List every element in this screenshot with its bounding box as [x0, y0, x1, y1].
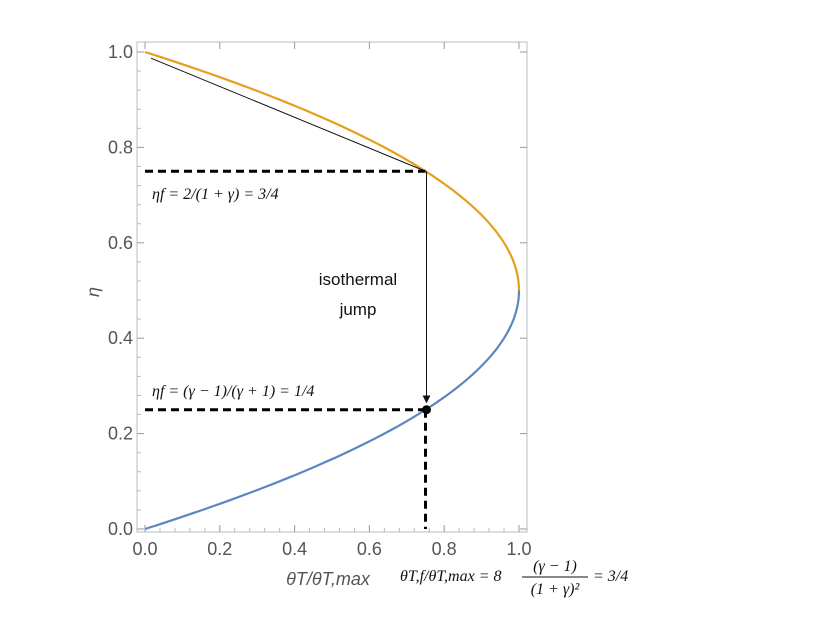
- y-tick-label: 1.0: [108, 42, 133, 62]
- plot-frame: [136, 41, 528, 533]
- axis-ticks: [137, 42, 527, 532]
- x-tick-label: 0.6: [357, 539, 382, 559]
- x-tick-label: 0.8: [432, 539, 457, 559]
- theta-label-left: θT,f/θT,max = 8: [400, 568, 501, 585]
- x-tick-label: 0.0: [132, 539, 157, 559]
- tangent-line: [150, 57, 426, 172]
- x-tick-label: 1.0: [506, 539, 531, 559]
- eta-lower-label: ηf = (γ − 1)/(γ + 1) = 1/4: [152, 383, 314, 400]
- y-tick-label: 0.4: [108, 328, 133, 348]
- x-tick-label: 0.4: [282, 539, 307, 559]
- y-tick-label: 0.8: [108, 137, 133, 157]
- isothermal-jump-label: isothermal: [319, 270, 397, 289]
- y-tick-label: 0.6: [108, 233, 133, 253]
- y-tick-label: 0.2: [108, 424, 133, 444]
- eta-upper-label: ηf = 2/(1 + γ) = 3/4: [152, 186, 279, 203]
- annotations-group: isothermal jump ηf = 2/(1 + γ) = 3/4 ηf = (…: [145, 57, 628, 598]
- series-group: [144, 50, 521, 531]
- x-tick-label: 0.2: [207, 539, 232, 559]
- y-tick-label: 0.0: [108, 519, 133, 539]
- axis-tick-labels: 0.0 0.2 0.4 0.6 0.8 1.0 0.0 0.2 0.4 0.6 0.8 1.0 θT/θ…: [83, 42, 532, 589]
- y-axis-label: η: [83, 287, 103, 297]
- isothermal-jump-label-2: jump: [339, 300, 377, 319]
- theta-label-numerator: (γ − 1): [533, 558, 577, 575]
- data-point-final-state: [422, 405, 431, 415]
- x-axis-label: θT/θT,max: [286, 569, 371, 589]
- theta-label-denominator: (1 + γ)²: [531, 581, 581, 598]
- theta-label-right: = 3/4: [593, 568, 628, 585]
